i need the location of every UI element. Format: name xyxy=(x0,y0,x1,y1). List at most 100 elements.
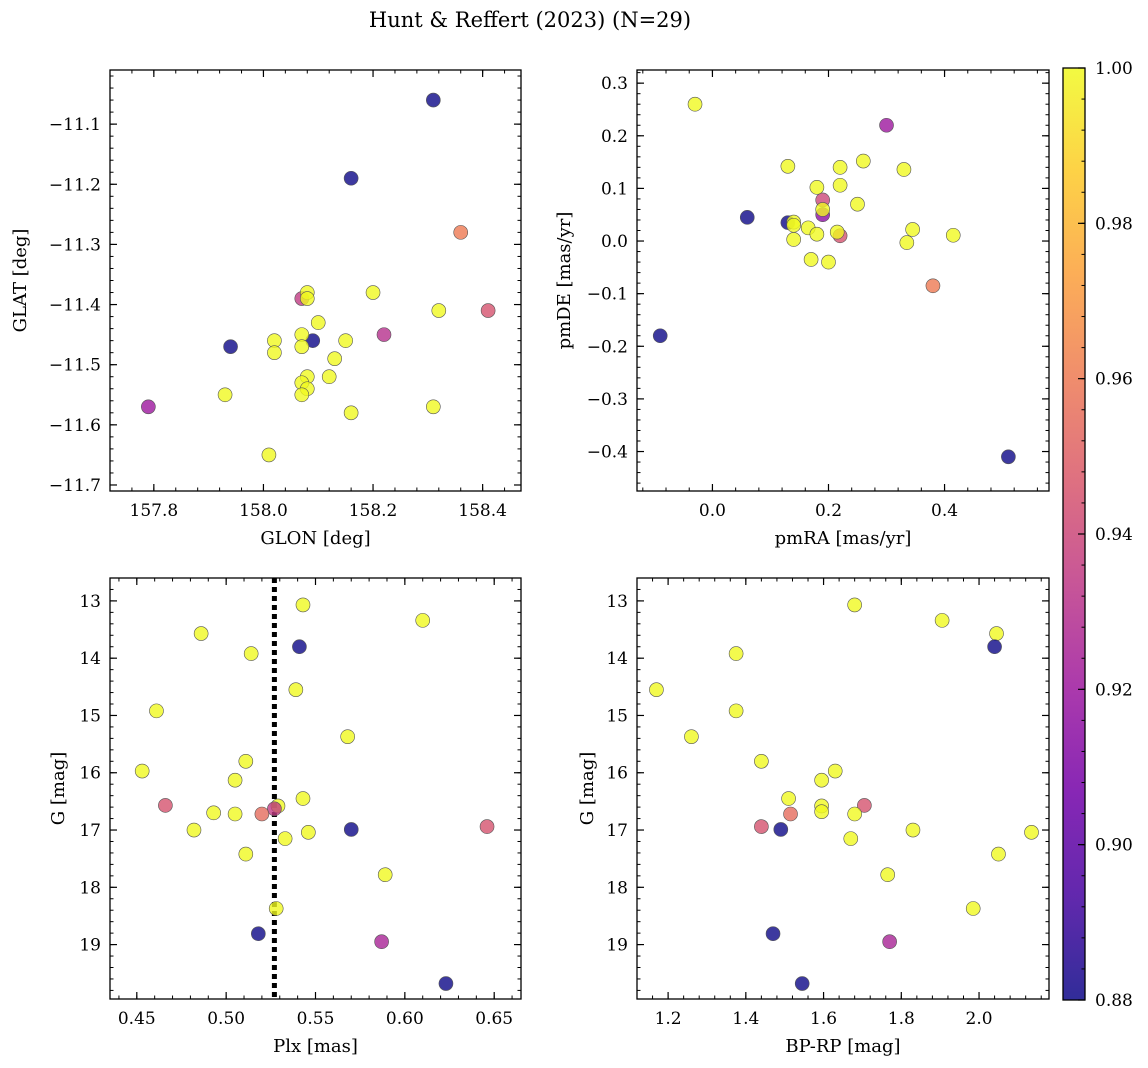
scatter-point xyxy=(781,791,796,806)
y-tick-label: 14 xyxy=(79,649,101,669)
y-tick-label: −11.3 xyxy=(49,235,101,255)
x-tick-label: 0.45 xyxy=(118,1009,156,1029)
y-axis-label: G [mag] xyxy=(48,752,69,825)
x-tick-label: 0.0 xyxy=(699,501,726,521)
scatter-point xyxy=(684,729,699,744)
scatter-point xyxy=(989,626,1004,641)
scatter-point xyxy=(438,976,454,991)
scatter-point xyxy=(479,819,495,834)
scatter-point xyxy=(186,822,202,838)
scatter-point xyxy=(343,170,359,186)
x-tick-label: 0.2 xyxy=(815,501,842,521)
colorbar-frame xyxy=(1062,67,1086,1001)
scatter-point xyxy=(754,753,769,769)
scatter-point xyxy=(965,901,981,916)
y-tick-label: 0.0 xyxy=(601,232,628,252)
scatter-point xyxy=(809,180,825,195)
scatter-point xyxy=(847,597,862,613)
y-tick-label: −0.4 xyxy=(587,443,628,463)
scatter-point xyxy=(453,225,469,240)
scatter-point xyxy=(882,934,897,950)
scatter-point xyxy=(340,729,355,744)
x-tick-label: 158.4 xyxy=(458,501,507,521)
colorbar-tick-label: 0.90 xyxy=(1095,836,1133,856)
y-tick-label: 0.1 xyxy=(601,179,628,199)
axes-frame xyxy=(636,69,1050,492)
scatter-point xyxy=(426,399,441,415)
scatter-point xyxy=(786,217,801,233)
scatter-point xyxy=(365,285,381,300)
scatter-point xyxy=(338,333,353,348)
colorbar-tick-label: 0.96 xyxy=(1095,370,1133,390)
colorbar-tick-label: 0.98 xyxy=(1095,214,1133,234)
panel-plx-g: 0.45 0.50 0.55 0.60 0.65 13 14 15 16 17 18 19 Plx [m… xyxy=(48,577,522,1057)
y-tick-label: 18 xyxy=(606,878,628,898)
scatter-point xyxy=(292,639,307,655)
scatter-point xyxy=(649,682,664,697)
colorbar-tick-label: 1.00 xyxy=(1095,59,1133,79)
x-tick-label: 157.8 xyxy=(130,501,179,521)
y-tick-label: −0.2 xyxy=(587,337,628,357)
scatter-point xyxy=(786,232,801,247)
x-tick-label: 1.6 xyxy=(810,1009,837,1029)
x-axis-label: pmRA [mas/yr] xyxy=(775,528,912,549)
panel-bprp-g: 1.2 1.4 1.6 1.8 2.0 13 14 15 16 17 18 19 BP-RP [mag]… xyxy=(577,577,1050,1057)
axes-frame xyxy=(109,577,522,1000)
scatter-point xyxy=(374,934,389,950)
figure-title: Hunt & Reffert (2023) (N=29) xyxy=(369,8,691,32)
y-axis-label: pmDE [mas/yr] xyxy=(554,212,575,350)
scatter-point xyxy=(728,703,744,719)
scatter-point xyxy=(223,339,238,354)
colorbar-fill xyxy=(1063,68,1085,1000)
y-tick-label: 17 xyxy=(606,821,628,841)
scatter-point xyxy=(343,405,359,421)
scatter-point xyxy=(1001,449,1016,465)
y-tick-label: −11.6 xyxy=(49,416,101,436)
scatter-point xyxy=(765,926,781,942)
x-axis-label: Plx [mas] xyxy=(273,1036,358,1057)
scatter-point xyxy=(934,613,950,628)
scatter-point xyxy=(1024,825,1039,840)
y-tick-label: 0.2 xyxy=(601,127,628,147)
scatter-point xyxy=(206,805,221,821)
y-tick-label: 0.3 xyxy=(601,74,628,94)
scatter-point xyxy=(268,901,284,916)
scatter-point xyxy=(238,753,254,769)
y-tick-label: 13 xyxy=(606,592,628,612)
scatter-point xyxy=(251,926,266,942)
y-axis-label: G [mag] xyxy=(577,752,598,825)
scatter-point xyxy=(896,162,912,177)
scatter-point xyxy=(754,819,769,834)
scatter-point xyxy=(803,252,819,267)
scatter-point xyxy=(832,177,848,193)
scatter-point xyxy=(310,315,326,330)
scatter-point xyxy=(829,224,845,240)
scatter-point xyxy=(327,351,342,366)
scatter-point xyxy=(899,235,915,250)
x-tick-label: 0.60 xyxy=(386,1009,424,1029)
scatter-point xyxy=(321,369,337,385)
y-tick-label: −11.2 xyxy=(49,175,101,195)
scatter-point xyxy=(857,798,872,813)
scatter-point xyxy=(728,646,744,661)
scatter-point xyxy=(480,303,496,318)
scatter-point xyxy=(991,846,1006,862)
scatter-point xyxy=(687,96,703,112)
x-tick-label: 1.4 xyxy=(732,1009,759,1029)
y-tick-label: 18 xyxy=(79,878,101,898)
scatter-point xyxy=(149,703,164,719)
scatter-point xyxy=(843,831,859,846)
y-tick-label: 17 xyxy=(79,821,101,841)
scatter-point xyxy=(295,791,311,806)
scatter-point xyxy=(376,327,392,342)
x-axis-label: BP-RP [mag] xyxy=(785,1036,900,1057)
scatter-point xyxy=(227,806,243,822)
axes-frame xyxy=(636,577,1050,1000)
y-tick-label: 16 xyxy=(79,764,101,784)
scatter-point xyxy=(158,798,173,813)
y-tick-label: −11.1 xyxy=(49,115,101,135)
scatter-point xyxy=(945,227,961,243)
scatter-point xyxy=(343,822,359,837)
scatter-point xyxy=(780,159,796,174)
scatter-point xyxy=(739,210,755,225)
